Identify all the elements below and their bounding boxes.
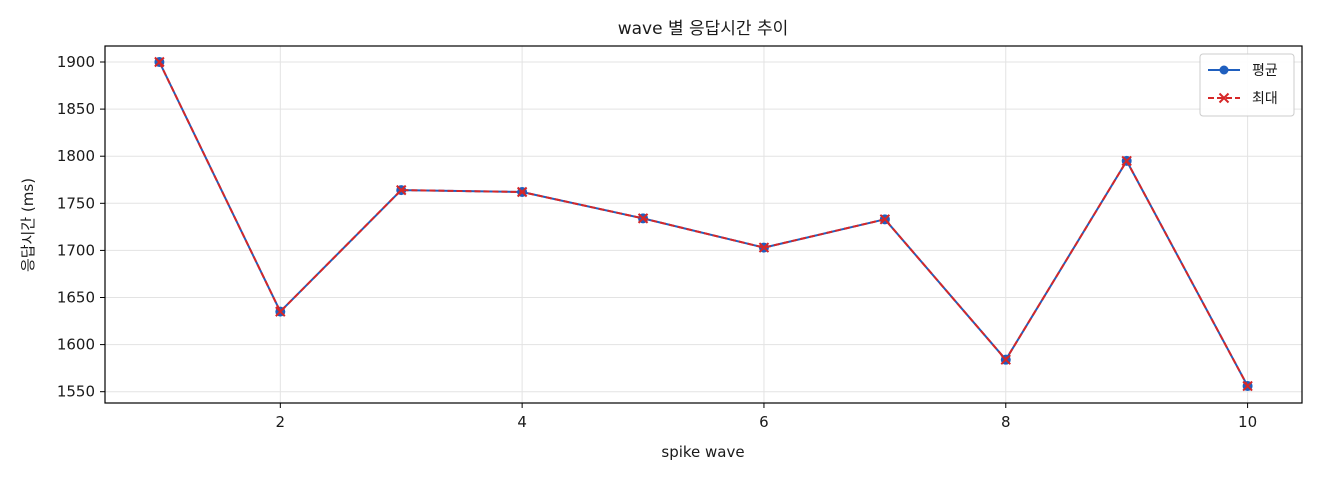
y-tick-label: 1750 xyxy=(57,194,95,212)
x-tick-label: 2 xyxy=(276,413,286,431)
legend-item: 평균 xyxy=(1208,63,1278,79)
y-axis-label: 응답시간 (ms) xyxy=(19,178,37,272)
y-tick-label: 1600 xyxy=(57,336,95,354)
x-tick-label: 6 xyxy=(759,413,769,431)
x-tick-label: 4 xyxy=(517,413,527,431)
y-tick-label: 1700 xyxy=(57,241,95,259)
data-point xyxy=(879,214,891,225)
axis-ticks: 2 4 6 8 10 1550 1600 1650 1700 1750 1800 1850 1900 xyxy=(57,53,1257,431)
y-tick-label: 1800 xyxy=(57,147,95,165)
data-point xyxy=(1121,155,1132,167)
series-group xyxy=(154,56,1253,392)
x-tick-label: 10 xyxy=(1238,413,1257,431)
legend-item: 최대 xyxy=(1208,91,1278,107)
plot-frame xyxy=(104,45,1303,404)
series-2 xyxy=(154,56,1253,392)
data-point xyxy=(1242,380,1253,392)
y-tick-label: 1550 xyxy=(57,383,95,401)
legend-box xyxy=(1199,53,1295,117)
y-tick-label: 1850 xyxy=(57,100,95,118)
legend-marker xyxy=(1218,92,1230,104)
data-point xyxy=(154,56,165,68)
data-point xyxy=(637,213,649,224)
data-point xyxy=(1000,354,1011,365)
data-point xyxy=(758,242,770,253)
data-point xyxy=(516,186,528,198)
legend-label: 평균 xyxy=(1252,63,1278,79)
data-point xyxy=(275,306,286,317)
y-tick-label: 1650 xyxy=(57,289,95,307)
y-tick-label: 1900 xyxy=(57,53,95,71)
grid-lines xyxy=(105,46,1302,403)
chart-title: wave 별 응답시간 추이 xyxy=(618,19,789,39)
legend-marker xyxy=(1219,65,1229,75)
legend-label: 최대 xyxy=(1252,91,1278,107)
x-tick-label: 8 xyxy=(1001,413,1011,431)
data-point xyxy=(396,184,407,196)
series-line xyxy=(158,61,1249,387)
x-axis-label: spike wave xyxy=(661,443,744,461)
